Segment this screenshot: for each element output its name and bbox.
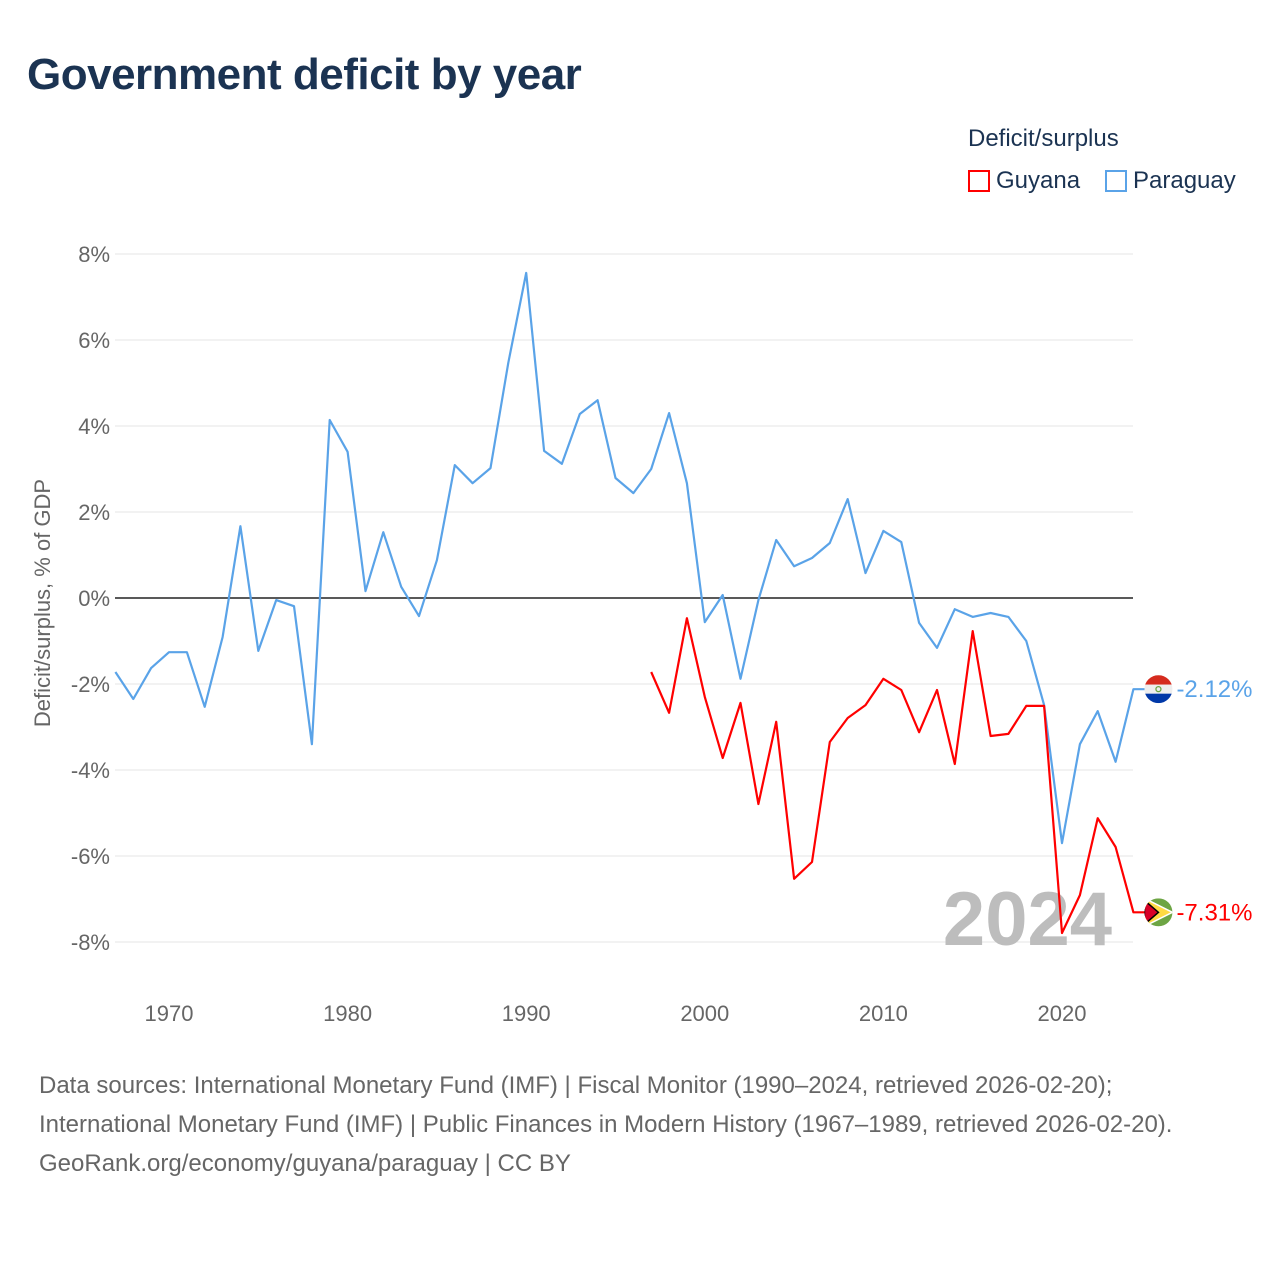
year-watermark: 2024	[943, 877, 1112, 962]
legend-item-guyana[interactable]: Guyana	[968, 167, 1080, 195]
chart-title: Government deficit by year	[27, 50, 582, 99]
flag-body	[1144, 675, 1173, 704]
data-sources: Data sources: International Monetary Fun…	[39, 1072, 1173, 1138]
legend-swatch-guyana	[968, 170, 990, 192]
y-tick-label: -2%	[71, 672, 110, 697]
y-axis-label: Deficit/surplus, % of GDP	[30, 479, 55, 727]
legend-label: Paraguay	[1133, 167, 1236, 194]
y-tick-label: -8%	[71, 930, 110, 955]
flag-stripe	[1144, 684, 1173, 694]
end-value-label-paraguay: -2.12%	[1176, 676, 1252, 703]
legend-title: Deficit/surplus	[968, 125, 1119, 152]
guyana-flag-icon	[1144, 898, 1173, 927]
credit-link[interactable]: GeoRank.org/economy/guyana/paraguay | CC…	[39, 1150, 571, 1177]
y-tick-label: -6%	[71, 844, 110, 869]
y-tick-label: 6%	[78, 328, 110, 353]
x-tick-label: 1980	[323, 1001, 372, 1026]
footer: Data sources: International Monetary Fun…	[39, 1066, 1239, 1183]
end-value-label-guyana: -7.31%	[1176, 899, 1252, 926]
x-tick-label: 2010	[859, 1001, 908, 1026]
y-tick-label: 2%	[78, 500, 110, 525]
flag-emblem	[1155, 686, 1162, 693]
series-line-paraguay	[114, 271, 1156, 845]
flag-triangle	[1144, 898, 1160, 926]
flag-body	[1144, 898, 1173, 927]
legend-item-paraguay[interactable]: Paraguay	[1105, 167, 1236, 195]
y-tick-label: 8%	[78, 242, 110, 267]
legend-swatch-paraguay	[1105, 170, 1127, 192]
y-tick-label: 4%	[78, 414, 110, 439]
series-line-guyana	[650, 617, 1156, 935]
x-tick-label: 1990	[502, 1001, 551, 1026]
x-tick-label: 2020	[1038, 1001, 1087, 1026]
y-tick-label: -4%	[71, 758, 110, 783]
paraguay-flag-icon	[1144, 675, 1173, 704]
legend-label: Guyana	[996, 167, 1081, 194]
flag-stripe	[1144, 675, 1173, 685]
x-tick-label: 2000	[680, 1001, 729, 1026]
flag-stripe	[1144, 693, 1173, 704]
x-tick-label: 1970	[145, 1001, 194, 1026]
y-tick-label: 0%	[78, 586, 110, 611]
